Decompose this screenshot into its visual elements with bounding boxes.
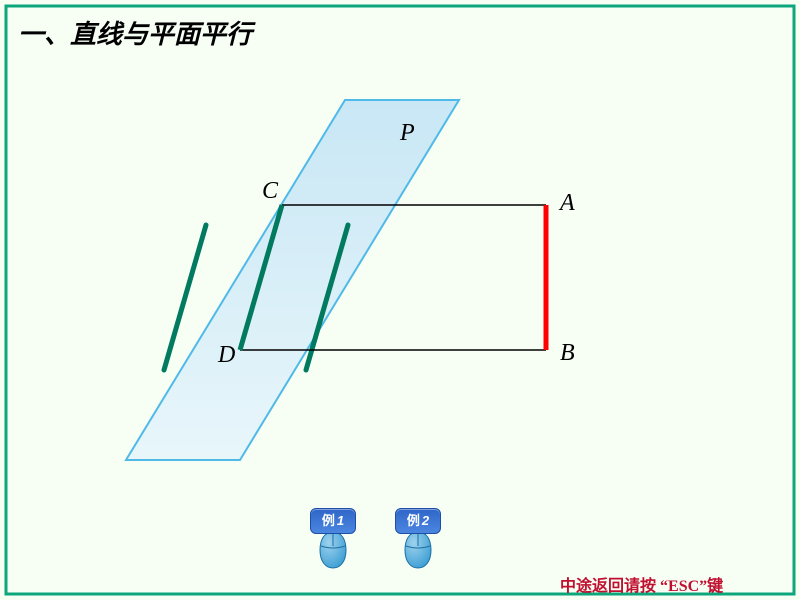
button-flag: 例2 bbox=[395, 508, 441, 534]
esc-hint-quote-open: “ bbox=[660, 578, 668, 595]
button-flag: 例1 bbox=[310, 508, 356, 534]
example-1-button[interactable]: 例1 bbox=[310, 510, 356, 574]
button-label-num: 2 bbox=[422, 513, 429, 528]
esc-hint-post: 键 bbox=[707, 578, 723, 595]
plane-P bbox=[126, 100, 459, 460]
plane-label-P: P bbox=[400, 120, 415, 147]
example-2-button[interactable]: 例2 bbox=[395, 510, 441, 574]
mouse-icon bbox=[317, 530, 349, 570]
esc-hint-quote-close: ” bbox=[699, 578, 707, 595]
esc-hint: 中途返回请按 “ESC”键 bbox=[560, 572, 723, 596]
point-label-A: A bbox=[560, 190, 575, 217]
slide-stage: 一、直线与平面平行 P C A D B 例1例2 中途返回请按 “ESC”键 bbox=[0, 0, 800, 600]
point-label-D: D bbox=[218, 342, 235, 369]
mouse-icon bbox=[402, 530, 434, 570]
slide-title: 一、直线与平面平行 bbox=[18, 14, 252, 51]
point-label-C: C bbox=[262, 178, 278, 205]
esc-hint-key: ESC bbox=[668, 578, 699, 595]
button-label-prefix: 例 bbox=[407, 513, 420, 528]
button-label-prefix: 例 bbox=[322, 513, 335, 528]
point-label-B: B bbox=[560, 340, 575, 367]
esc-hint-pre: 中途返回请按 bbox=[560, 578, 656, 595]
button-label-num: 1 bbox=[337, 513, 344, 528]
